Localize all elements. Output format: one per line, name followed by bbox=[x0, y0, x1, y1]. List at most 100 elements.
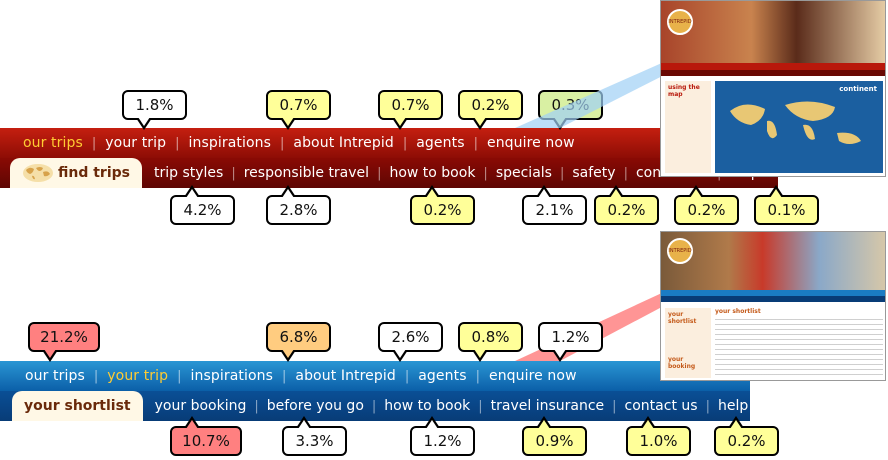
click-rate-callout: 10.7% bbox=[170, 416, 242, 456]
thumbnail-nav bbox=[661, 290, 885, 296]
callout-pointer bbox=[474, 117, 486, 126]
thumbnail-map-panel: continent bbox=[715, 81, 883, 173]
nav-agents[interactable]: agents bbox=[416, 135, 465, 151]
tab-your-shortlist[interactable]: your shortlist bbox=[12, 391, 143, 421]
thumbnail-nav bbox=[661, 63, 885, 70]
nav-enquire-now[interactable]: enquire now bbox=[486, 135, 575, 151]
sub-nav-specials[interactable]: specials bbox=[495, 165, 552, 181]
nav-about-intrepid[interactable]: about Intrepid bbox=[295, 368, 396, 384]
nav-separator: | bbox=[177, 368, 182, 384]
nav-your-trip[interactable]: your trip bbox=[107, 368, 169, 384]
nav-separator: | bbox=[175, 135, 180, 151]
callout-pointer bbox=[554, 349, 566, 358]
nav-separator: | bbox=[559, 165, 565, 181]
callout-pointer bbox=[186, 189, 198, 198]
click-rate-value: 0.2% bbox=[471, 96, 510, 114]
thumbnail-sidebar-heading: using the map bbox=[668, 84, 700, 98]
click-rate-callout: 4.2% bbox=[170, 185, 235, 225]
callout-pointer bbox=[282, 349, 294, 358]
thumbnail-sidebar-heading: your shortlist bbox=[668, 311, 697, 325]
thumbnail-sidebar: using the map bbox=[665, 81, 711, 173]
click-rate-value: 4.2% bbox=[183, 201, 222, 219]
thumbnail-content: your shortlist bbox=[715, 308, 883, 378]
thumbnail-content-heading: your shortlist bbox=[715, 308, 761, 315]
nav-separator: | bbox=[705, 398, 710, 414]
sub-nav-responsible-travel[interactable]: responsible travel bbox=[243, 165, 370, 181]
sub-nav-before-you-go[interactable]: before you go bbox=[266, 398, 364, 414]
click-rate-callout: 1.8% bbox=[122, 90, 187, 130]
callout-pointer bbox=[298, 420, 310, 429]
thumbnail-sidebar-subheading: your booking bbox=[668, 356, 696, 370]
sub-nav-red: find trips trip styles | responsible tra… bbox=[0, 158, 778, 188]
nav-enquire-now[interactable]: enquire now bbox=[488, 368, 577, 384]
thumbnail-header-photo bbox=[661, 232, 885, 290]
sub-nav-help[interactable]: help bbox=[717, 398, 749, 414]
click-rate-callout: 2.1% bbox=[522, 185, 587, 225]
callout-pointer bbox=[474, 349, 486, 358]
sub-nav-your-booking[interactable]: your booking bbox=[154, 398, 247, 414]
nav-separator: | bbox=[612, 398, 617, 414]
callout-pointer bbox=[282, 189, 294, 198]
click-rate-callout: 2.8% bbox=[266, 185, 331, 225]
click-rate-callout: 0.2% bbox=[594, 185, 659, 225]
page-thumbnail-blue: INTREPID your shortlist your booking you… bbox=[660, 231, 886, 381]
click-rate-callout: 1.2% bbox=[538, 322, 603, 362]
click-rate-value: 0.8% bbox=[471, 328, 510, 346]
sub-nav-blue: your shortlist your booking | before you… bbox=[0, 391, 750, 421]
tab-find-trips[interactable]: find trips bbox=[10, 158, 142, 188]
intrepid-logo: INTREPID bbox=[667, 238, 693, 264]
click-rate-callout: 0.2% bbox=[458, 90, 523, 130]
sub-nav-how-to-book[interactable]: how to book bbox=[384, 398, 471, 414]
click-rate-callout: 0.8% bbox=[458, 322, 523, 362]
click-rate-callout: 2.6% bbox=[378, 322, 443, 362]
callout-pointer bbox=[426, 189, 438, 198]
sub-nav-trip-styles[interactable]: trip styles bbox=[154, 165, 224, 181]
nav-separator: | bbox=[91, 135, 97, 151]
click-rate-callout: 0.7% bbox=[378, 90, 443, 130]
click-rate-callout: 1.2% bbox=[410, 416, 475, 456]
nav-agents[interactable]: agents bbox=[418, 368, 467, 384]
nav-separator: | bbox=[371, 398, 377, 414]
click-rate-value: 2.1% bbox=[535, 201, 574, 219]
click-rate-callout: 0.2% bbox=[714, 416, 779, 456]
main-nav-red: our trips | your trip | inspirations | a… bbox=[0, 128, 778, 158]
world-map-graphic bbox=[730, 101, 861, 144]
callout-pointer bbox=[642, 420, 654, 429]
thumbnail-sidebar: your shortlist your booking bbox=[665, 308, 711, 378]
callout-pointer bbox=[730, 420, 742, 429]
callout-pointer bbox=[538, 189, 550, 198]
nav-separator: | bbox=[475, 368, 480, 384]
nav-our-trips[interactable]: our trips bbox=[25, 368, 85, 384]
nav-separator: | bbox=[282, 368, 287, 384]
sub-nav-contact-us[interactable]: contact us bbox=[624, 398, 698, 414]
callout-pointer bbox=[690, 189, 702, 198]
click-rate-value: 2.6% bbox=[391, 328, 430, 346]
nav-inspirations[interactable]: inspirations bbox=[190, 368, 273, 384]
click-rate-value: 0.7% bbox=[391, 96, 430, 114]
sub-nav-safety[interactable]: safety bbox=[572, 165, 616, 181]
click-rate-value: 1.2% bbox=[423, 432, 462, 450]
nav-separator: | bbox=[473, 135, 478, 151]
callout-pointer bbox=[138, 117, 150, 126]
nav-your-trip[interactable]: your trip bbox=[105, 135, 167, 151]
intrepid-logo: INTREPID bbox=[667, 9, 693, 35]
click-rate-value: 1.0% bbox=[639, 432, 678, 450]
nav-our-trips[interactable]: our trips bbox=[23, 135, 83, 151]
click-rate-value: 2.8% bbox=[279, 201, 318, 219]
nav-inspirations[interactable]: inspirations bbox=[188, 135, 271, 151]
click-rate-value: 1.2% bbox=[551, 328, 590, 346]
click-rate-callout: 21.2% bbox=[28, 322, 100, 362]
nav-separator: | bbox=[402, 135, 408, 151]
click-rate-value: 10.7% bbox=[182, 432, 230, 450]
sub-nav-travel-insurance[interactable]: travel insurance bbox=[490, 398, 605, 414]
click-rate-value: 0.9% bbox=[535, 432, 574, 450]
callout-pointer bbox=[282, 117, 294, 126]
click-rate-value: 0.7% bbox=[279, 96, 318, 114]
nav-separator: | bbox=[483, 165, 488, 181]
callout-pointer bbox=[538, 420, 550, 429]
callout-pointer bbox=[610, 189, 622, 198]
nav-about-intrepid[interactable]: about Intrepid bbox=[293, 135, 394, 151]
thumbnail-subnav bbox=[661, 296, 885, 302]
sub-nav-how-to-book[interactable]: how to book bbox=[389, 165, 476, 181]
thumbnail-subnav bbox=[661, 70, 885, 76]
